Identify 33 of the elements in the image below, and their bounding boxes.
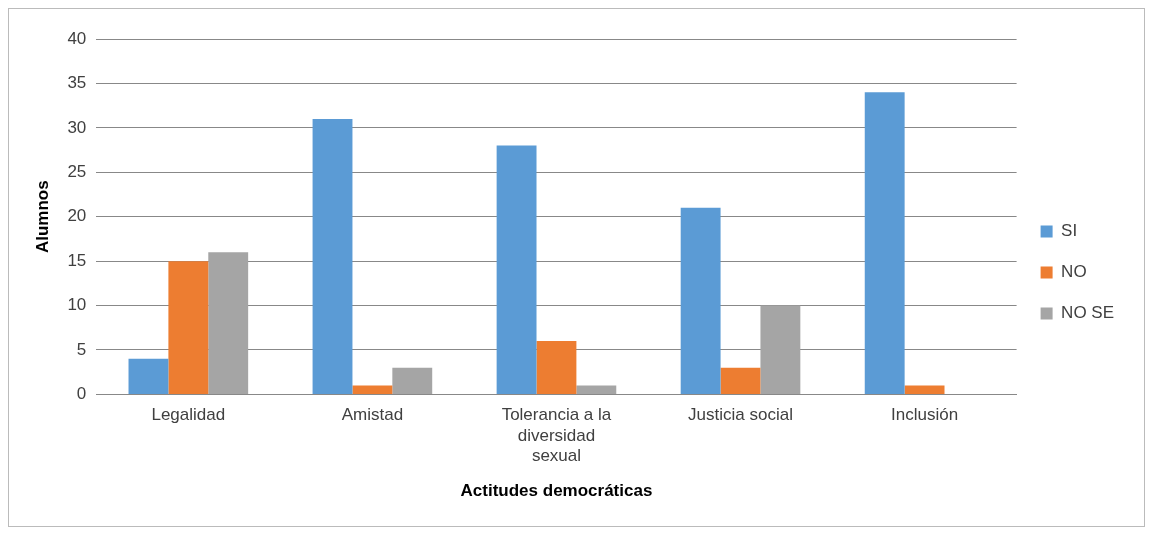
x-tick-label: Tolerancia a la diversidad sexual <box>501 405 612 466</box>
legend-label: NO <box>1061 262 1087 282</box>
y-tick-label: 15 <box>67 250 87 270</box>
bar <box>536 341 577 394</box>
bar <box>392 367 433 394</box>
x-tick-label: Legalidad <box>151 405 226 425</box>
bar <box>312 118 353 394</box>
x-tick-label: Inclusión <box>891 405 959 425</box>
y-tick-label: 35 <box>67 73 87 93</box>
y-axis-title: Alumnos <box>32 180 52 254</box>
x-tick-label: Justicia social <box>688 405 793 425</box>
y-tick-label: 25 <box>67 161 87 181</box>
y-tick-label: 30 <box>67 117 87 137</box>
bar <box>352 385 393 394</box>
y-tick-label: 10 <box>67 295 87 315</box>
y-tick-label: 20 <box>67 206 87 226</box>
bar <box>680 207 721 394</box>
y-tick-label: 40 <box>67 28 87 48</box>
legend-label: NO SE <box>1061 303 1115 323</box>
bar <box>864 92 905 394</box>
y-tick-label: 5 <box>76 339 87 359</box>
bar <box>720 367 761 394</box>
x-tick-label: Amistad <box>341 405 404 425</box>
bar <box>760 305 801 394</box>
x-axis-title: Actitudes democráticas <box>460 481 653 501</box>
bar <box>496 145 537 394</box>
legend-label: SI <box>1061 221 1078 241</box>
bar <box>576 385 617 394</box>
bar <box>208 252 249 394</box>
bar <box>128 358 169 394</box>
bar <box>904 385 945 394</box>
y-tick-label: 0 <box>76 384 87 404</box>
bar <box>168 261 209 394</box>
